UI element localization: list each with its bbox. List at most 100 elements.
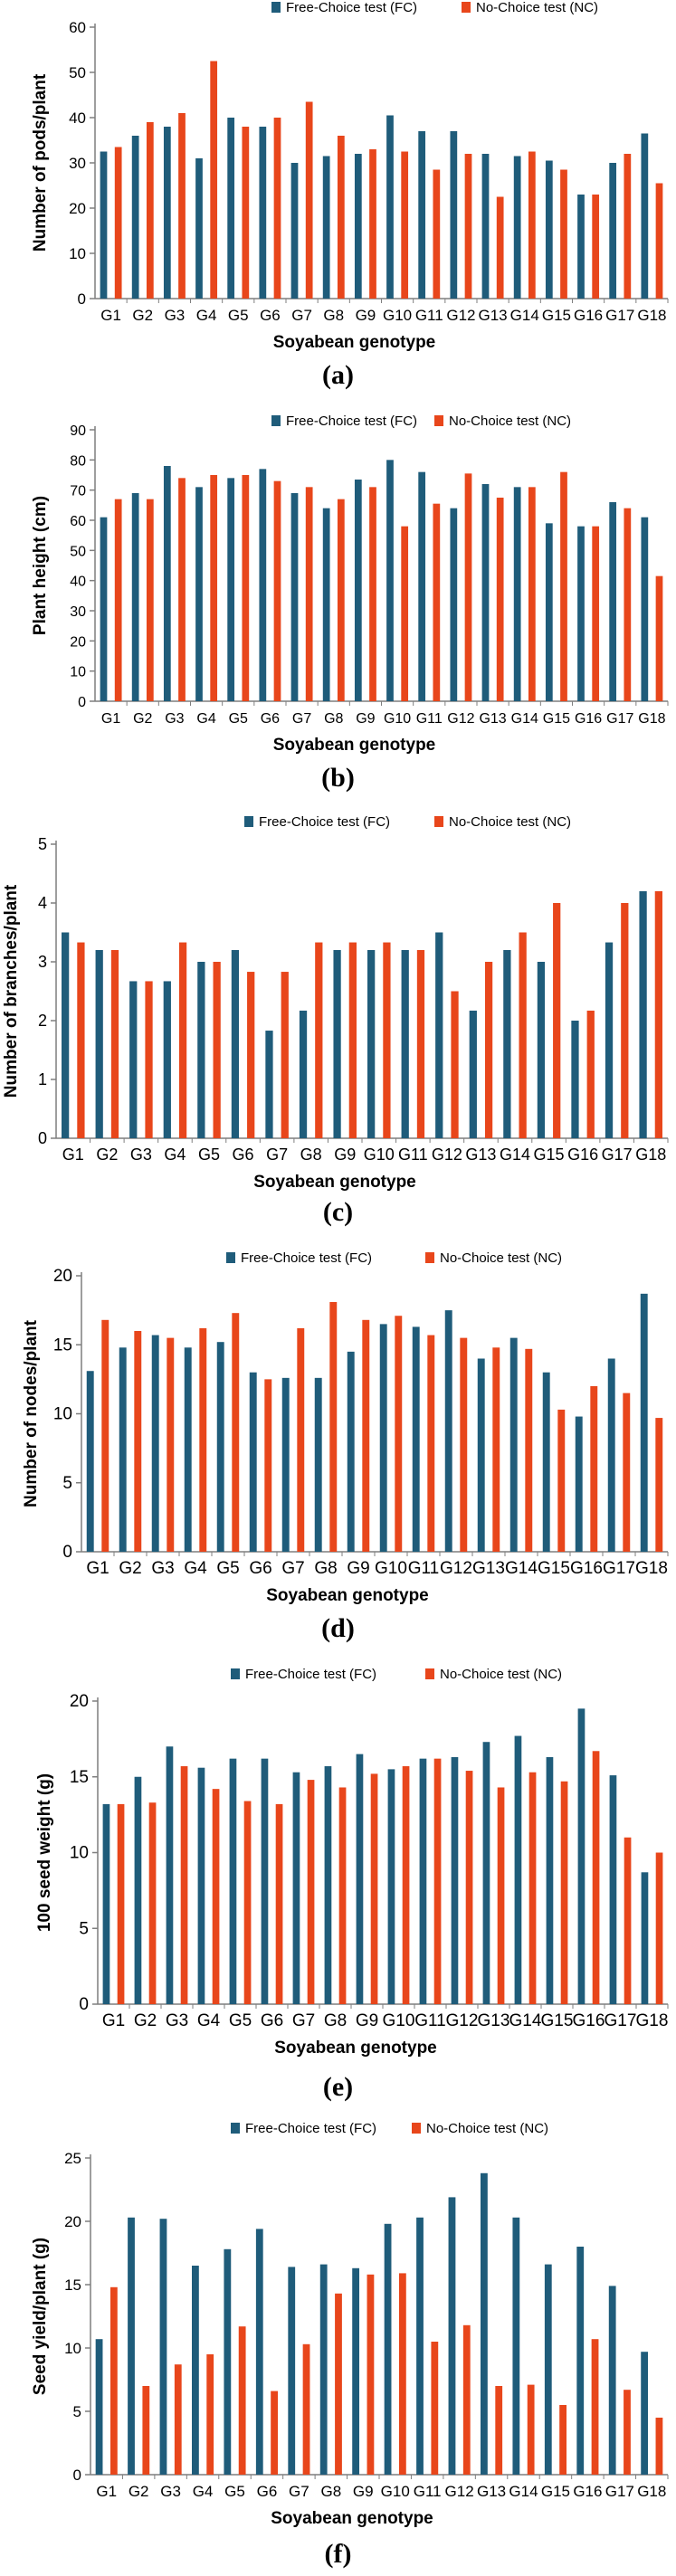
bar-fc-g4 xyxy=(192,2266,199,2475)
y-tick-label: 50 xyxy=(70,544,86,559)
x-tick-label: G7 xyxy=(281,1559,304,1578)
bar-nc-g3 xyxy=(145,981,153,1138)
bar-fc-g3 xyxy=(163,466,171,701)
x-tick-label: G2 xyxy=(96,1145,118,1164)
bar-fc-g1 xyxy=(100,517,108,701)
bar-nc-g4 xyxy=(199,1327,207,1552)
x-tick-label: G7 xyxy=(291,307,312,324)
y-tick-label: 0 xyxy=(62,1543,72,1562)
x-axis-label: Soyabean genotype xyxy=(273,333,436,352)
y-axis-label: Plant height (cm) xyxy=(31,496,50,635)
y-tick-label: 15 xyxy=(53,1336,72,1355)
bar-nc-g18 xyxy=(654,891,662,1138)
x-tick-label: G16 xyxy=(574,307,603,324)
legend-label-nc: No-Choice test (NC) xyxy=(449,814,571,830)
bar-nc-g16 xyxy=(586,1010,595,1138)
x-tick-label: G12 xyxy=(445,2483,474,2500)
x-tick-label: G12 xyxy=(440,1559,472,1578)
y-tick-label: 15 xyxy=(64,2277,81,2294)
x-tick-label: G15 xyxy=(534,1145,565,1164)
bar-fc-g15 xyxy=(545,523,553,701)
bar-nc-g17 xyxy=(624,1837,632,2004)
bar-fc-g8 xyxy=(319,2264,328,2475)
bar-nc-g16 xyxy=(592,526,600,701)
y-tick-label: 0 xyxy=(78,695,86,710)
bar-fc-g13 xyxy=(481,154,490,299)
bar-nc-g18 xyxy=(655,2418,663,2475)
bar-fc-g10 xyxy=(367,950,376,1138)
x-tick-label: G4 xyxy=(197,2011,221,2030)
x-tick-label: G9 xyxy=(353,2483,374,2500)
x-tick-label: G9 xyxy=(356,711,375,727)
y-tick-label: 0 xyxy=(79,1995,89,2014)
x-tick-label: G11 xyxy=(408,1559,440,1578)
bar-nc-g8 xyxy=(337,499,345,701)
bar-fc-g12 xyxy=(444,1310,452,1552)
y-tick-label: 40 xyxy=(69,109,86,127)
y-axis-label: 100 seed weight (g) xyxy=(35,1773,54,1932)
bar-fc-g16 xyxy=(575,1416,583,1552)
bar-nc-g9 xyxy=(370,1773,378,2004)
x-tick-label: G16 xyxy=(573,2011,605,2030)
x-tick-label: G6 xyxy=(233,1145,254,1164)
x-tick-label: G2 xyxy=(133,711,152,727)
bar-nc-g3 xyxy=(180,1766,188,2004)
bar-fc-g10 xyxy=(387,1769,395,2004)
bar-fc-g2 xyxy=(131,136,139,299)
bar-nc-g6 xyxy=(275,1803,283,2004)
bar-fc-g3 xyxy=(159,2219,167,2475)
x-tick-label: G11 xyxy=(398,1145,428,1164)
bar-nc-g1 xyxy=(77,942,85,1138)
bar-nc-g11 xyxy=(433,503,441,701)
bar-fc-g7 xyxy=(265,1031,273,1138)
y-tick-label: 90 xyxy=(70,423,86,439)
bar-nc-g4 xyxy=(212,1789,220,2004)
bar-fc-g11 xyxy=(418,471,426,701)
x-tick-label: G3 xyxy=(165,711,184,727)
bar-nc-g4 xyxy=(178,942,187,1138)
bar-fc-g8 xyxy=(299,1010,308,1138)
y-axis-label: Number of nodes/plant xyxy=(22,1319,41,1507)
bar-nc-g7 xyxy=(297,1327,305,1552)
bar-nc-g7 xyxy=(307,1780,315,2004)
x-tick-label: G9 xyxy=(347,1559,369,1578)
x-tick-label: G12 xyxy=(447,711,474,727)
legend-swatch-nc xyxy=(434,415,443,426)
x-tick-label: G1 xyxy=(96,2483,117,2500)
bar-nc-g9 xyxy=(348,942,357,1138)
y-tick-label: 5 xyxy=(38,835,47,853)
panel-label-e: (e) xyxy=(322,2072,354,2102)
bar-nc-g17 xyxy=(624,508,632,701)
bar-nc-g15 xyxy=(553,903,561,1138)
bar-nc-g12 xyxy=(460,1337,468,1552)
bar-nc-g14 xyxy=(519,932,527,1138)
x-tick-label: G14 xyxy=(509,2011,542,2030)
bar-fc-g12 xyxy=(451,1756,459,2004)
bar-nc-g1 xyxy=(101,1319,109,1552)
bar-nc-g9 xyxy=(367,2274,375,2475)
y-tick-label: 80 xyxy=(70,453,86,469)
bar-fc-g15 xyxy=(546,1756,554,2004)
x-tick-label: G18 xyxy=(635,1559,668,1578)
bar-nc-g7 xyxy=(305,487,313,701)
bar-fc-g17 xyxy=(609,163,617,299)
bar-nc-g11 xyxy=(427,1335,435,1552)
bar-fc-g1 xyxy=(86,1371,94,1552)
bar-nc-g11 xyxy=(416,950,425,1138)
legend-swatch-nc xyxy=(425,1668,434,1679)
bar-nc-g10 xyxy=(401,526,409,701)
bar-nc-g10 xyxy=(383,942,391,1138)
x-tick-label: G16 xyxy=(570,1559,603,1578)
legend-swatch-fc xyxy=(271,2,281,13)
x-tick-label: G5 xyxy=(216,1559,239,1578)
bar-nc-g10 xyxy=(395,1316,403,1552)
bar-fc-g6 xyxy=(249,1372,257,1552)
y-tick-label: 20 xyxy=(64,2213,81,2230)
bar-fc-g9 xyxy=(347,1351,355,1552)
x-tick-label: G8 xyxy=(314,1559,337,1578)
x-tick-label: G14 xyxy=(509,2483,538,2500)
legend-label-nc: No-Choice test (NC) xyxy=(426,2121,548,2136)
bar-fc-g3 xyxy=(163,127,171,299)
bar-fc-g15 xyxy=(544,2264,552,2475)
bar-fc-g2 xyxy=(128,2217,135,2475)
